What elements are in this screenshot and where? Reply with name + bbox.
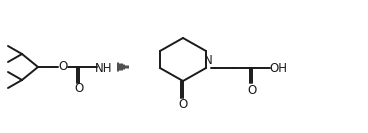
Text: O: O (59, 61, 68, 74)
Text: OH: OH (269, 61, 287, 74)
Text: O: O (74, 82, 84, 95)
Text: O: O (178, 97, 188, 111)
Text: O: O (247, 84, 256, 97)
Text: N: N (204, 53, 212, 66)
Text: NH: NH (95, 61, 113, 74)
